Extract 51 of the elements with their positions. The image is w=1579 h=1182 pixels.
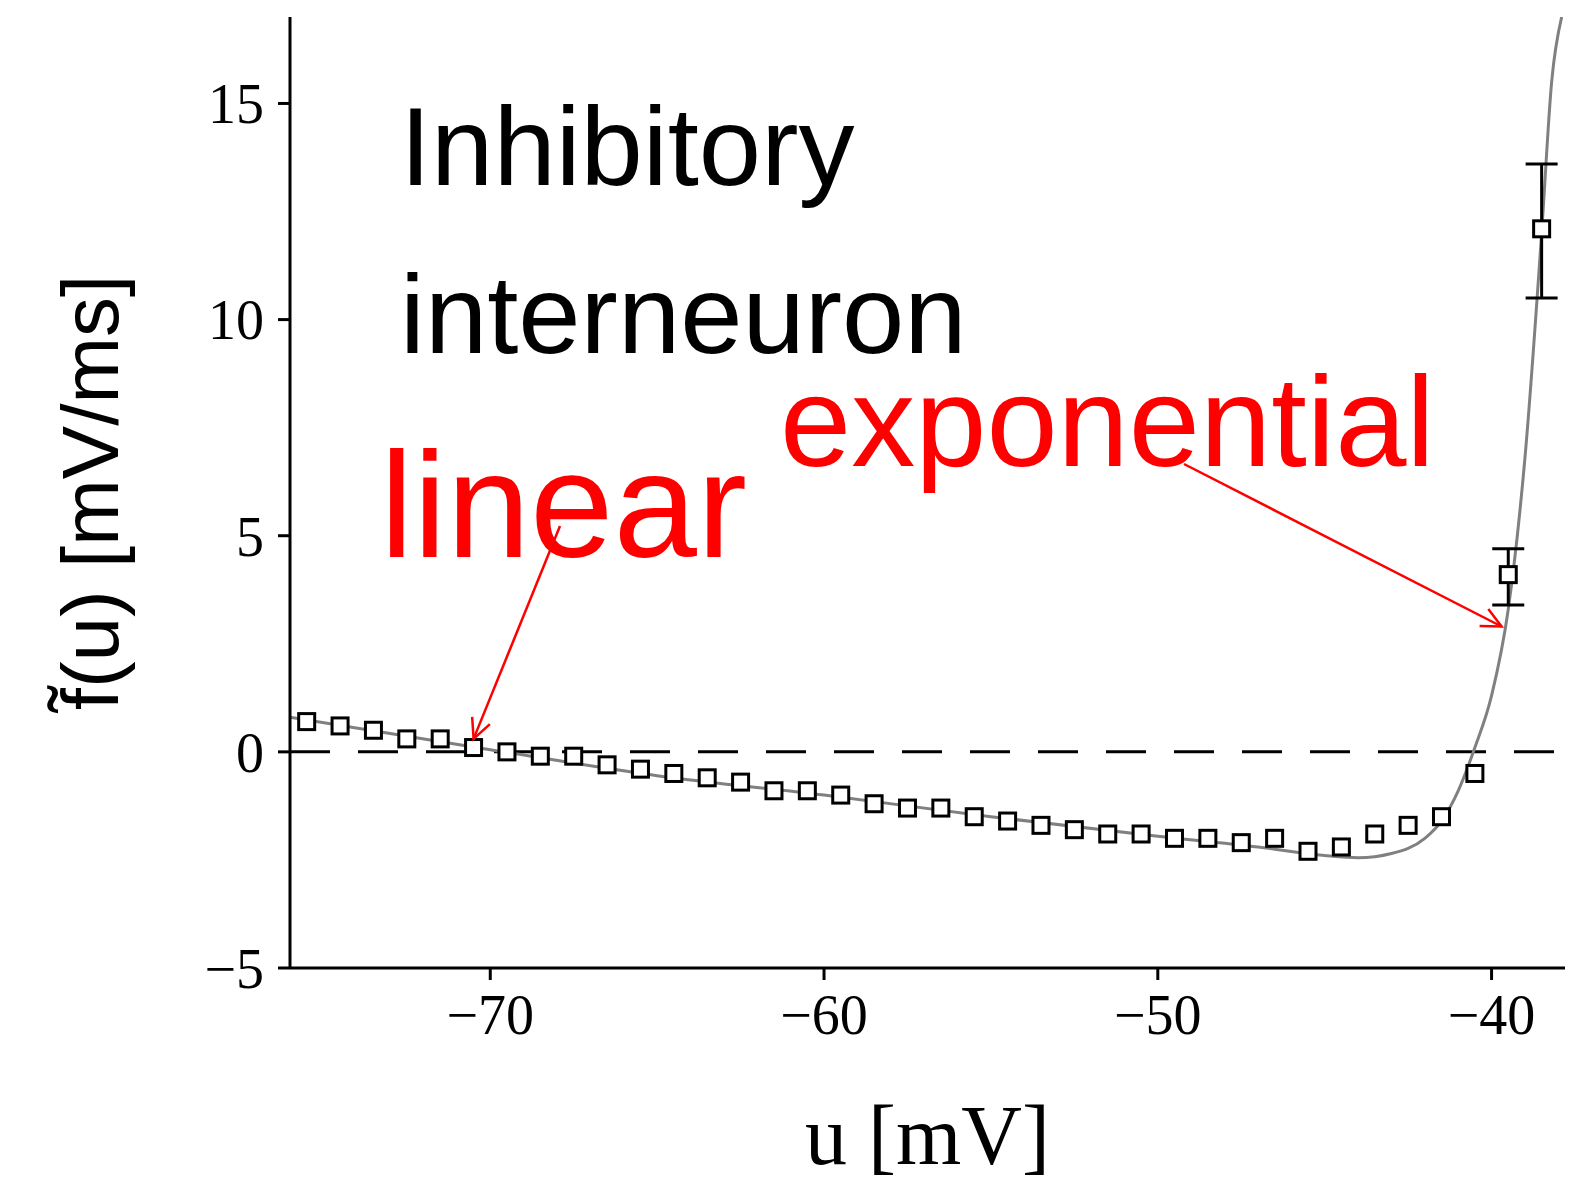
point: [464, 738, 484, 758]
annotation: linear: [380, 420, 747, 591]
y-tick-label: −5: [204, 937, 264, 1000]
point: [697, 768, 717, 788]
point: [530, 746, 550, 766]
y-tick-label: 15: [208, 73, 264, 136]
point: [1331, 837, 1351, 857]
point: [964, 807, 984, 827]
point: [1265, 828, 1285, 848]
y-tick-label: 0: [236, 721, 264, 784]
point: [831, 785, 851, 805]
point: [1532, 219, 1552, 239]
x-tick-label: −50: [1114, 983, 1202, 1046]
point: [1432, 807, 1452, 827]
point: [1398, 815, 1418, 835]
point: [497, 742, 517, 762]
point: [1131, 824, 1151, 844]
point: [731, 772, 751, 792]
point: [897, 798, 917, 818]
point: [1031, 815, 1051, 835]
point: [931, 798, 951, 818]
x-tick-label: −70: [446, 983, 535, 1046]
y-axis-title: f̃(u) [mV/ms]: [46, 274, 135, 714]
y-tick-label: 10: [208, 289, 264, 352]
point: [630, 759, 650, 779]
x-tick-label: −60: [780, 983, 868, 1046]
point: [397, 729, 417, 749]
point: [597, 755, 617, 775]
y-tick-label: 5: [236, 505, 264, 568]
point: [297, 712, 317, 732]
point: [797, 781, 817, 801]
point: [664, 763, 684, 783]
point: [330, 716, 350, 736]
point: [430, 729, 450, 749]
point: [1298, 841, 1318, 861]
point: [764, 781, 784, 801]
x-tick-label: −40: [1447, 983, 1536, 1046]
point: [998, 811, 1018, 831]
point: [864, 794, 884, 814]
point: [1098, 824, 1118, 844]
line-series: [290, 17, 1564, 860]
point: [363, 720, 383, 740]
point: [1164, 828, 1184, 848]
point: [1064, 820, 1084, 840]
point: [1498, 565, 1518, 585]
point: [1231, 833, 1251, 853]
point: [1198, 828, 1218, 848]
x-axis-title: u [mV]: [805, 1089, 1050, 1182]
point: [564, 746, 584, 766]
point: [1465, 763, 1485, 783]
point: [1365, 824, 1385, 844]
